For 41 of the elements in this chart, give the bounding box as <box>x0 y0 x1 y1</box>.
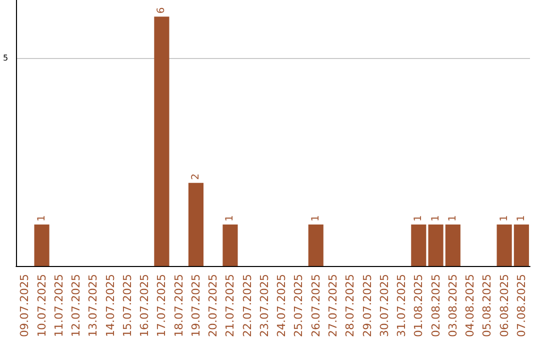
x-tick-label: 20.07.2025 <box>206 274 220 338</box>
data-label: 1 <box>498 215 510 222</box>
x-tick-label: 11.07.2025 <box>52 274 66 338</box>
x-tick-label: 01.08.2025 <box>412 274 426 338</box>
x-tick-label: 02.08.2025 <box>429 274 442 338</box>
x-tick-label: 26.07.2025 <box>309 274 322 338</box>
x-tick-label: 29.07.2025 <box>360 274 374 338</box>
data-label: 1 <box>224 215 236 222</box>
data-label: 6 <box>156 7 168 14</box>
x-tick-label: 07.08.2025 <box>514 274 528 338</box>
x-tick-label: 10.07.2025 <box>35 274 48 338</box>
x-tick-label: 28.07.2025 <box>344 274 357 338</box>
x-tick-label: 17.07.2025 <box>155 274 168 338</box>
data-label: 1 <box>430 215 442 222</box>
x-tick-label: 30.07.2025 <box>378 274 391 338</box>
x-tick-label: 19.07.2025 <box>189 274 202 338</box>
x-tick-label: 13.07.2025 <box>86 274 100 338</box>
data-label: 1 <box>310 215 322 222</box>
y-tick-label: 5 <box>2 54 8 63</box>
data-label: 1 <box>516 215 527 222</box>
x-tick-label: 12.07.2025 <box>70 274 83 338</box>
data-label: 2 <box>190 174 202 180</box>
data-label: 1 <box>36 215 48 222</box>
x-tick-label: 03.08.2025 <box>446 274 460 338</box>
x-tick-label: 21.07.2025 <box>224 274 237 338</box>
data-label: 1 <box>447 215 458 222</box>
x-tick-label: 27.07.2025 <box>326 274 340 338</box>
x-tick-label: 23.07.2025 <box>258 274 271 338</box>
x-tick-label: 25.07.2025 <box>292 274 306 338</box>
x-tick-label: 14.07.2025 <box>104 274 117 338</box>
data-label: 1 <box>413 215 424 222</box>
x-tick-label: 16.07.2025 <box>138 274 152 338</box>
x-tick-label: 22.07.2025 <box>240 274 254 338</box>
x-tick-label: 31.07.2025 <box>395 274 408 338</box>
x-tick-label: 04.08.2025 <box>464 274 477 338</box>
x-tick-label: 24.07.2025 <box>275 274 288 338</box>
x-tick-label: 09.07.2025 <box>18 274 32 338</box>
x-tick-label: 18.07.2025 <box>172 274 186 338</box>
x-tick-label: 05.08.2025 <box>480 274 494 338</box>
x-tick-label: 15.07.2025 <box>120 274 134 338</box>
x-tick-label: 06.08.2025 <box>498 274 511 338</box>
